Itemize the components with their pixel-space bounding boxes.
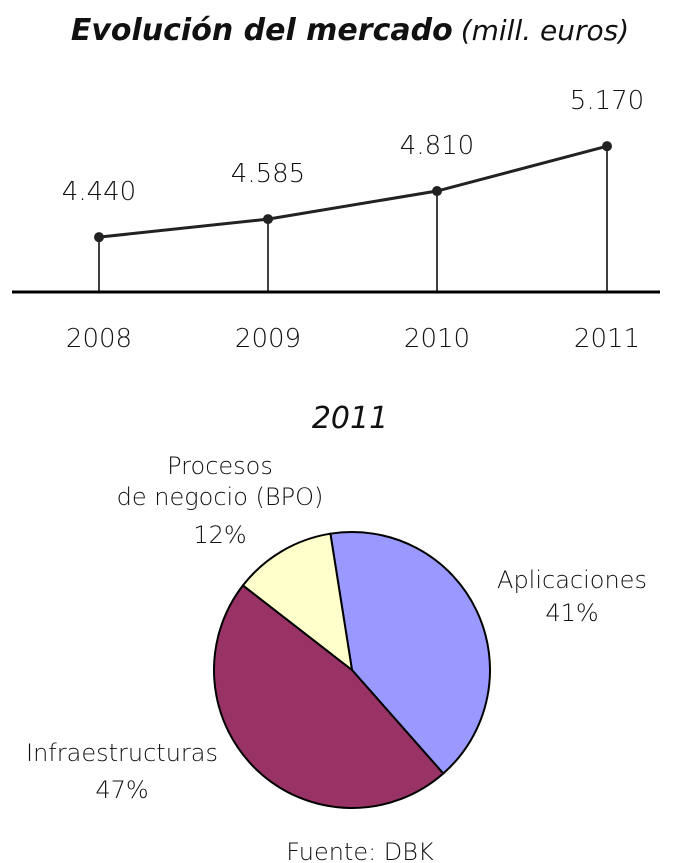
slice-value: 12% [193,521,246,549]
slice-value: 41% [545,599,598,627]
value-label: 4.440 [62,177,136,207]
point [263,214,273,225]
line [98,144,608,239]
title-main: Evolución del mercado [71,13,453,48]
slice-label: Infraestructuras [26,739,218,767]
value-label: 4.810 [400,131,474,161]
value-label: 4.585 [231,159,305,189]
value-label: 5.170 [570,86,644,116]
pie-slice [213,584,445,809]
slice-value: 47% [95,776,148,804]
pie-slice [329,531,491,775]
x-tick-label: 2008 [66,324,132,354]
source: Fuente: DBK [286,838,434,863]
point [94,232,104,243]
pie-title: 2011 [312,401,388,436]
x-tick-label: 2009 [235,324,301,354]
line-title: Evolución del mercado (mill. euros) [71,13,629,48]
slice-label: Aplicaciones [497,566,647,594]
x-tick-label: 2010 [404,324,470,354]
point [602,141,612,152]
x-tick-label: 2011 [574,324,640,354]
title-unit: (mill. euros) [461,14,629,47]
label-line: de negocio (BPO) [117,483,324,511]
pie-slice [241,532,354,673]
point [432,186,442,197]
slice-label: Procesos de negocio (BPO) [117,452,324,511]
label-line: Procesos [167,452,273,480]
